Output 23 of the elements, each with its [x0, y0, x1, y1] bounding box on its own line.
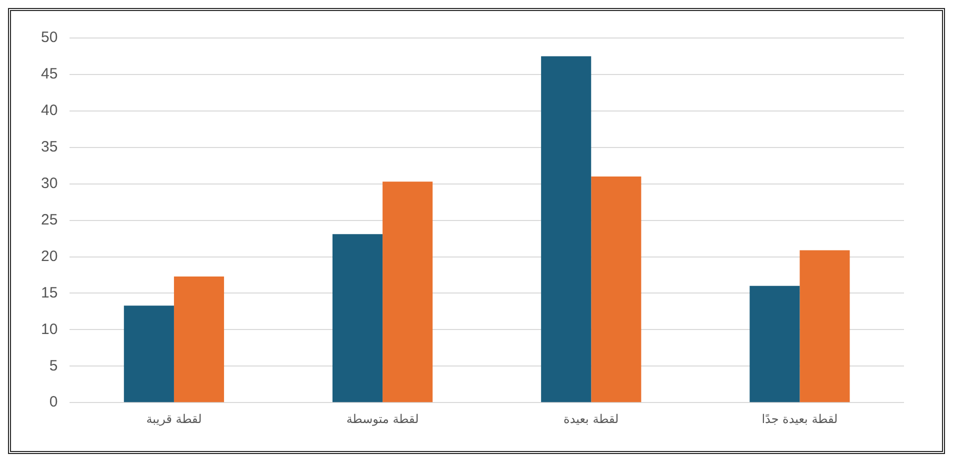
y-tick-label: 35	[40, 138, 58, 156]
bar	[332, 234, 383, 402]
x-tick-label: لقطة بعيدة	[564, 412, 619, 426]
y-tick-label: 25	[40, 211, 58, 228]
bar	[382, 182, 433, 402]
x-tick-label: لقطة قريبة	[146, 412, 202, 426]
y-tick-label: 15	[40, 284, 58, 302]
bar	[800, 250, 850, 402]
y-tick-label: 5	[49, 357, 58, 374]
y-tick-label: 40	[40, 102, 58, 120]
bar	[750, 286, 800, 402]
y-tick-label: 0	[49, 394, 58, 411]
x-tick-label: لقطة بعيدة جدًا	[762, 412, 838, 426]
y-tick-label: 45	[40, 66, 58, 83]
y-tick-label: 50	[40, 29, 58, 46]
y-tick-label: 10	[40, 320, 58, 338]
bar	[124, 306, 174, 402]
y-tick-label: 20	[40, 248, 58, 265]
x-tick-label: لقطة متوسطة	[346, 412, 419, 426]
bar	[541, 56, 592, 402]
y-tick-label: 30	[40, 174, 58, 192]
bar	[174, 276, 224, 402]
bar	[591, 176, 642, 402]
